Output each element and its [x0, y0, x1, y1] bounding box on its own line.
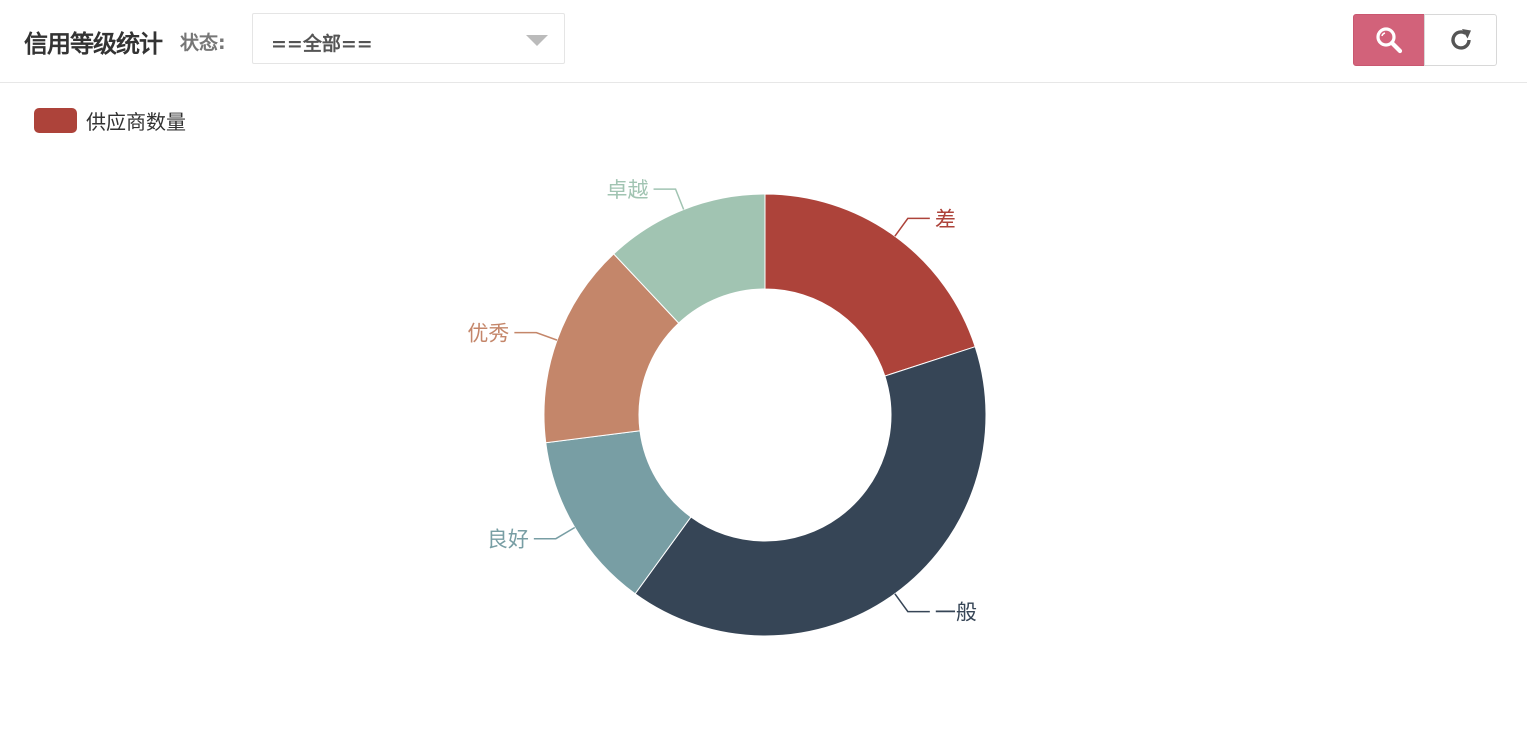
legend-label: 供应商数量: [86, 110, 186, 134]
slice-label-line: [514, 331, 558, 341]
legend-item[interactable]: 供应商数量: [34, 106, 186, 135]
slice-label-line: [533, 526, 576, 540]
page-title: 信用等级统计: [24, 30, 163, 58]
pie-slice-4[interactable]: [613, 193, 766, 324]
status-select[interactable]: ==全部==: [252, 13, 565, 64]
refresh-button[interactable]: [1424, 14, 1497, 66]
slice-label: 差: [935, 207, 956, 231]
slice-label: 卓越: [607, 178, 649, 202]
chevron-down-icon: [526, 35, 548, 46]
toolbar: 信用等级统计 状态: ==全部==: [0, 0, 1527, 83]
search-icon: [1376, 27, 1403, 54]
status-select-value: ==全部==: [271, 33, 373, 55]
slice-label-line: [894, 217, 930, 237]
slice-label: 优秀: [467, 322, 509, 346]
slice-label-line: [653, 188, 685, 210]
pie-slice-1[interactable]: [634, 346, 987, 637]
refresh-icon: [1450, 29, 1471, 50]
pie-slice-0[interactable]: [764, 193, 976, 377]
slice-label: 良好: [487, 528, 529, 552]
slice-label-line: [894, 593, 930, 613]
legend-swatch: [34, 108, 77, 133]
search-button[interactable]: [1353, 14, 1425, 66]
status-label: 状态:: [180, 32, 226, 54]
slice-label: 一般: [935, 601, 977, 625]
